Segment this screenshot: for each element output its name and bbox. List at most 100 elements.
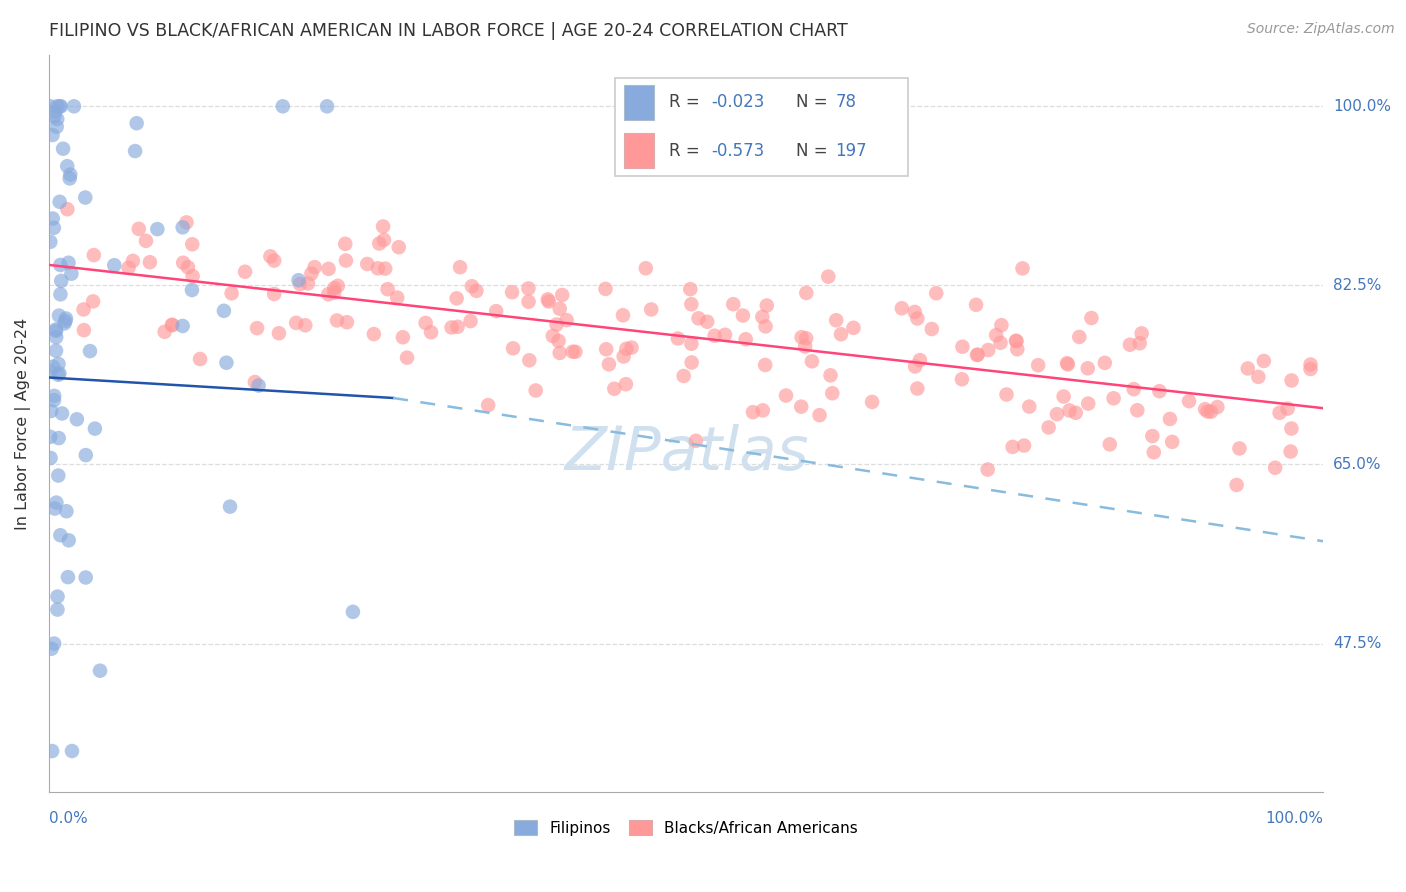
Y-axis label: In Labor Force | Age 20-24: In Labor Force | Age 20-24 [15, 318, 31, 530]
Point [1094, 356, 1116, 370]
Point [45, 343, 67, 358]
Point [440, 320, 463, 334]
Point [153, 325, 176, 339]
Point [56, 159, 79, 173]
Point [415, 316, 437, 330]
Point [742, 405, 765, 419]
Point [830, 327, 852, 342]
Point [904, 359, 927, 374]
Point [965, 298, 987, 312]
Point [672, 368, 695, 383]
Point [285, 316, 308, 330]
Point [976, 462, 998, 476]
Point [46, 112, 69, 126]
Point [703, 328, 725, 343]
Text: N =: N = [796, 94, 832, 112]
Point [172, 220, 194, 235]
Point [45, 120, 67, 134]
Point [446, 319, 468, 334]
Point [48, 194, 70, 209]
Point [501, 285, 523, 300]
Point [1299, 362, 1322, 376]
Text: N =: N = [796, 142, 832, 160]
Point [181, 269, 204, 284]
Point [990, 335, 1012, 350]
Point [39, 404, 62, 418]
Point [1059, 403, 1081, 417]
Point [374, 261, 396, 276]
Point [60, 267, 83, 281]
Text: 100.0%: 100.0% [1333, 99, 1391, 114]
Point [146, 222, 169, 236]
Point [1001, 440, 1024, 454]
Point [49, 287, 72, 301]
Point [595, 343, 617, 357]
Point [754, 319, 776, 334]
Point [388, 240, 411, 254]
Text: 47.5%: 47.5% [1333, 636, 1381, 651]
Point [53, 317, 76, 331]
Point [966, 348, 988, 362]
Point [336, 315, 359, 329]
Point [1264, 460, 1286, 475]
Point [63, 99, 86, 113]
Point [681, 297, 703, 311]
Point [1005, 334, 1028, 348]
Point [555, 313, 578, 327]
Point [547, 334, 569, 348]
Point [800, 354, 823, 368]
Point [59, 168, 82, 182]
Point [89, 664, 111, 678]
Point [890, 301, 912, 316]
Point [49, 528, 72, 542]
Point [995, 387, 1018, 401]
Point [461, 279, 484, 293]
Point [233, 265, 256, 279]
Point [613, 350, 636, 364]
Point [477, 398, 499, 412]
Point [696, 315, 718, 329]
Point [75, 448, 97, 462]
Point [125, 116, 148, 130]
Point [1098, 437, 1121, 451]
Point [548, 301, 571, 316]
Point [905, 382, 928, 396]
Point [45, 324, 67, 338]
Point [752, 403, 775, 417]
Point [1064, 406, 1087, 420]
Point [46, 99, 69, 113]
Point [734, 332, 756, 346]
Point [524, 384, 547, 398]
Point [517, 294, 540, 309]
Point [1229, 442, 1251, 456]
Point [135, 234, 157, 248]
Point [373, 233, 395, 247]
Point [714, 327, 737, 342]
Point [55, 504, 77, 518]
Point [128, 222, 150, 236]
Point [39, 365, 62, 379]
Point [75, 570, 97, 584]
Point [614, 342, 637, 356]
Point [316, 99, 339, 113]
Point [51, 274, 73, 288]
Text: R =: R = [669, 94, 704, 112]
Point [548, 346, 571, 360]
Point [287, 273, 309, 287]
Text: -0.573: -0.573 [711, 142, 765, 160]
Point [56, 570, 79, 584]
Point [219, 500, 242, 514]
Point [640, 302, 662, 317]
Point [1069, 330, 1091, 344]
Point [1007, 343, 1029, 357]
Point [1194, 402, 1216, 417]
Point [297, 277, 319, 291]
Point [172, 256, 194, 270]
Point [1011, 261, 1033, 276]
Text: 0.0%: 0.0% [49, 811, 87, 825]
Point [1038, 420, 1060, 434]
Point [387, 291, 409, 305]
Point [1126, 403, 1149, 417]
Point [904, 305, 927, 319]
Point [41, 641, 63, 656]
